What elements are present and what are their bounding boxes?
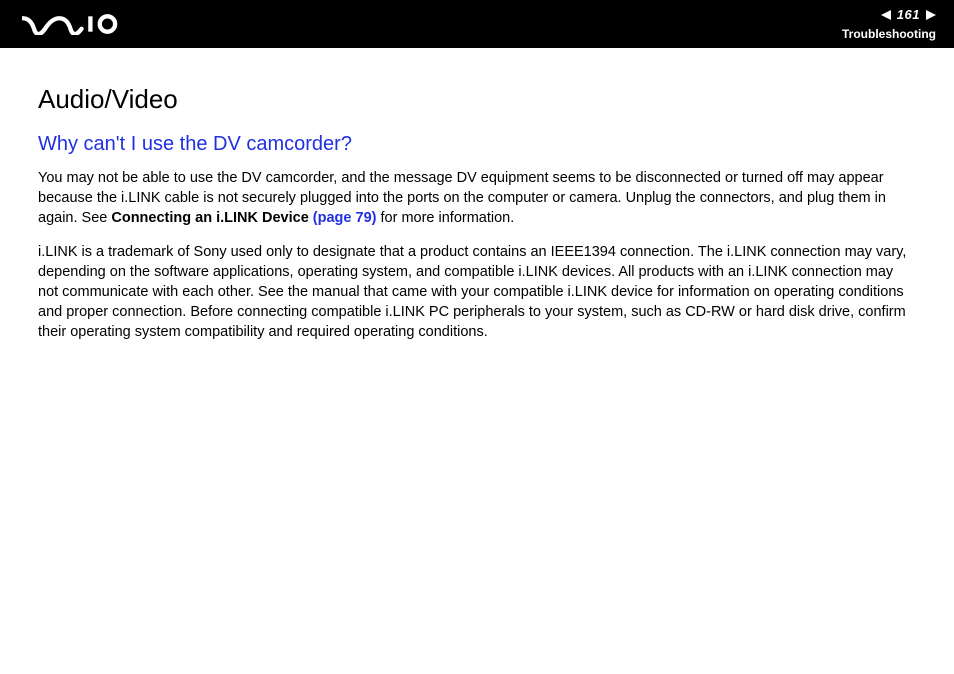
prev-page-arrow[interactable] <box>881 10 891 20</box>
next-page-arrow[interactable] <box>926 10 936 20</box>
para1-text-b: for more information. <box>376 210 514 226</box>
header-bar: 161 Troubleshooting <box>0 0 954 48</box>
paragraph-2: i.LINK is a trademark of Sony used only … <box>38 242 916 342</box>
page-nav: 161 <box>881 6 936 24</box>
section-label: Troubleshooting <box>842 26 936 43</box>
paragraph-1: You may not be able to use the DV camcor… <box>38 168 916 228</box>
page-number: 161 <box>897 6 920 24</box>
vaio-logo <box>22 13 118 35</box>
question-heading: Why can't I use the DV camcorder? <box>38 133 916 156</box>
header-right: 161 Troubleshooting <box>842 6 936 43</box>
page-title: Audio/Video <box>38 84 916 115</box>
para1-bold: Connecting an i.LINK Device <box>111 210 308 226</box>
vaio-logo-svg <box>22 13 118 35</box>
para1-link[interactable]: (page 79) <box>309 210 377 226</box>
content-area: Audio/Video Why can't I use the DV camco… <box>0 48 954 342</box>
